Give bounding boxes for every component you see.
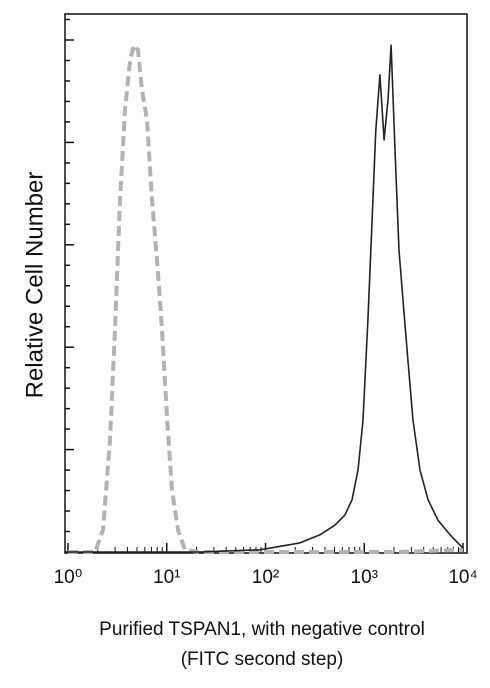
x-tick-label: 10⁰ <box>54 567 83 588</box>
x-tick-label: 10³ <box>351 567 378 588</box>
x-tick-label: 10¹ <box>153 567 180 588</box>
x-axis-label: (FITC second step) <box>181 649 344 670</box>
histogram-line <box>68 44 464 553</box>
x-tick-label: 10² <box>252 567 279 588</box>
y-axis-label: Relative Cell Number <box>21 172 48 399</box>
x-axis-label: Purified TSPAN1, with negative control <box>99 619 425 640</box>
histogram-line <box>68 43 464 554</box>
x-tick-label: 10⁴ <box>448 567 477 588</box>
